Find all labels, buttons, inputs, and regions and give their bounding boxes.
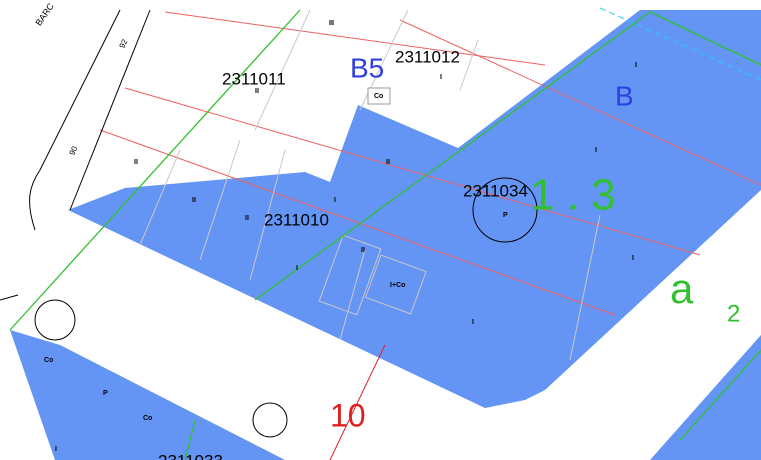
small-label: I (635, 62, 637, 69)
small-label: I (334, 197, 336, 204)
small-label: Co (374, 93, 383, 100)
parcel-id: 2311034 (463, 181, 528, 200)
outlines (0, 9, 538, 438)
small-label: II (361, 247, 365, 254)
small-label: P (103, 390, 108, 397)
green-lines (9, 9, 761, 460)
small-label: I+Co (390, 282, 405, 289)
small-label: I (472, 319, 474, 326)
small-label: I (595, 147, 597, 154)
house-number: 90 (68, 144, 80, 156)
parcel-id: 2311011 (222, 69, 286, 88)
red-lines (99, 11, 761, 460)
small-label: I (296, 265, 298, 272)
parcel-id: 2311012 (395, 47, 460, 66)
small-label: II (255, 88, 259, 95)
zone-label: a (670, 265, 694, 312)
parcel-id: 2311010 (264, 210, 329, 229)
zone-label: 2 (727, 300, 740, 327)
parcel-area (10, 330, 285, 460)
parcel-id: 2311033 (158, 451, 223, 460)
small-label: II (245, 215, 249, 222)
zone-label: 1 . 3 (530, 171, 616, 220)
zone-label: B (615, 80, 634, 111)
marker (329, 20, 334, 25)
small-label: I (440, 74, 442, 81)
small-label: Co (143, 415, 152, 422)
house-number: 92 (118, 37, 130, 49)
small-label: II (386, 159, 390, 166)
parcel-area (650, 335, 761, 460)
dimension-label: 10 (330, 397, 366, 433)
small-label: P (503, 212, 508, 219)
small-label: II (134, 159, 138, 166)
small-label: I (632, 255, 634, 262)
small-label: II (192, 197, 196, 204)
small-label: Co (44, 357, 53, 364)
zone-label: B5 (350, 52, 384, 83)
parcel-area (68, 10, 761, 408)
small-label: I (55, 446, 57, 453)
